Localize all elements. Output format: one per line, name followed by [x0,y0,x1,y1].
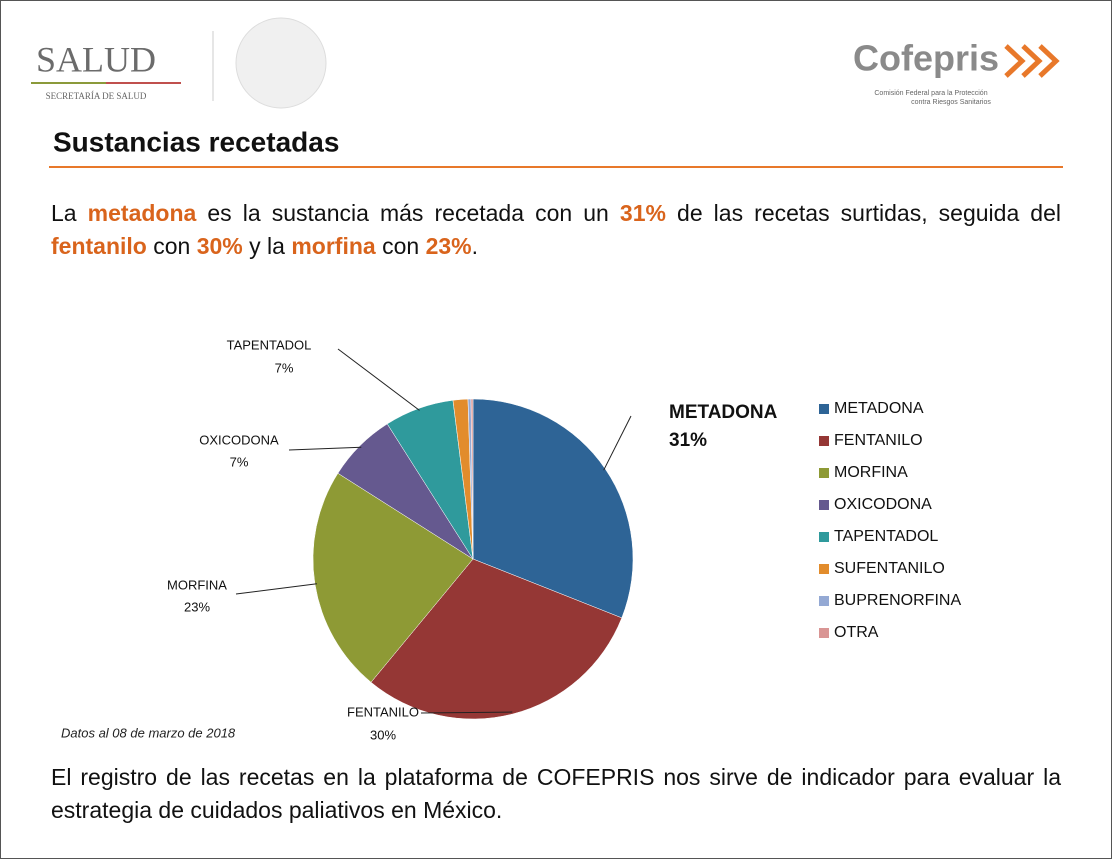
text: con [146,233,197,259]
slide-title: Sustancias recetadas [53,126,339,157]
slice-label: TAPENTADOL [227,337,312,352]
legend-swatch [819,564,829,574]
cofepris-logo: Cofepris [853,38,999,79]
legend-swatch [819,404,829,414]
leader-line [288,446,362,451]
legend-label: TAPENTADOL [834,528,938,545]
legend-swatch [819,500,829,510]
text: es la sustancia más recetada con un [196,200,620,226]
legend-label: MORFINA [834,464,908,481]
pie-slice [472,398,634,619]
slice-value: 31% [669,430,707,451]
slice-value: 23% [184,599,210,614]
legend-label: OTRA [834,624,879,641]
seal [235,17,327,109]
leader-line [603,415,632,471]
footnote: Datos al 08 de marzo de 2018 [61,725,236,740]
emphasis: fentanilo [51,233,147,259]
legend-swatch [819,596,829,606]
legend-label: BUPRENORFINA [834,592,961,609]
slice-value: 7% [230,454,249,469]
emphasis: 31% [619,200,666,226]
emphasis: metadona [87,200,197,226]
salud-logo: SALUD [36,39,156,79]
cofepris-arrows [1004,44,1060,78]
legend-swatch [819,436,829,446]
text: de las recetas surtidas, seguida del [665,200,1061,226]
emphasis: morfina [291,233,376,259]
intro: La metadona es la sustancia más recetada… [51,197,1061,263]
cofepris-sub: contra Riesgos Sanitarios [911,99,991,106]
legend-label: SUFENTANILO [834,560,945,577]
emphasis: 30% [196,233,243,259]
pie-slice [470,398,474,560]
text: . [471,233,478,259]
legend-swatch [819,628,829,638]
legend-swatch [819,532,829,542]
emphasis: 23% [425,233,472,259]
slice-label: METADONA [669,402,778,423]
slice-value: 7% [275,360,294,375]
text: y la [242,233,292,259]
pie-slice [370,558,623,720]
slice-label: MORFINA [167,577,227,592]
conclusion: El registro de las recetas en la platafo… [51,764,1061,823]
text: con [375,233,426,259]
legend-label: FENTANILO [834,432,923,449]
leader-line [235,583,318,595]
salud-sub: SECRETARÍA DE SALUD [46,91,147,101]
slice-label: OXICODONA [199,432,279,447]
leader-line [420,711,513,714]
cofepris-sub: Comisión Federal para la Protección [874,90,987,97]
slice-value: 30% [370,727,396,742]
legend-label: METADONA [834,400,924,417]
legend-swatch [819,468,829,478]
text: La [51,200,88,226]
legend-label: OXICODONA [834,496,932,513]
leader-line [337,348,420,411]
slice-label: FENTANILO [347,704,419,719]
